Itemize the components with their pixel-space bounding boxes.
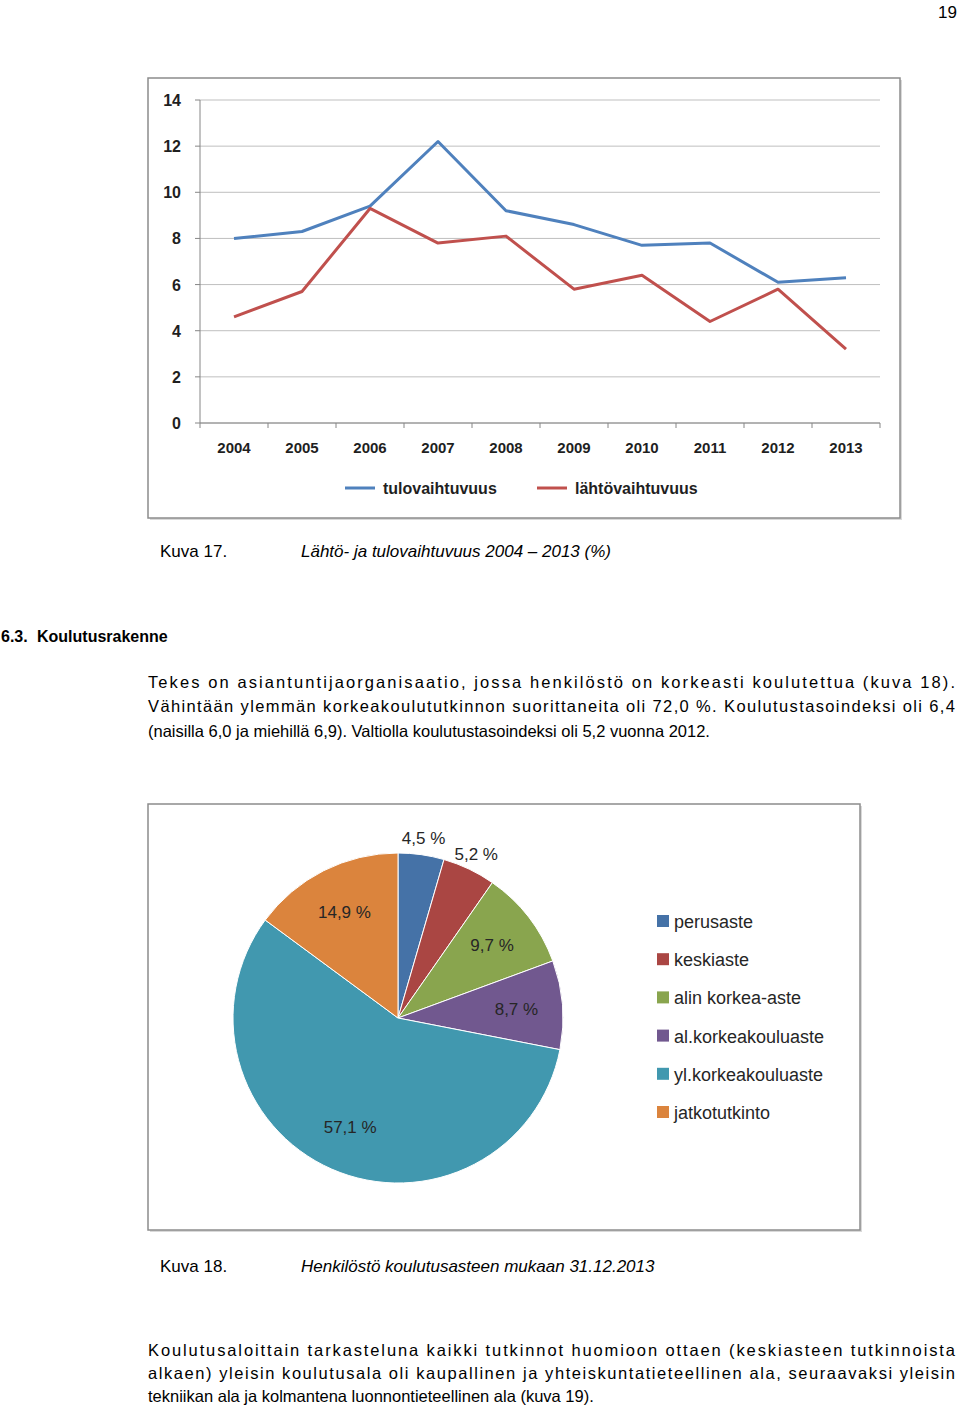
legend-swatch xyxy=(657,915,669,927)
caption-text: Lähtö- ja tulovaihtuvuus 2004 – 2013 (%) xyxy=(301,542,611,561)
legend-swatch xyxy=(657,1068,669,1080)
x-tick xyxy=(880,423,881,428)
y-tick xyxy=(195,376,200,377)
x-tick xyxy=(540,423,541,428)
caption-text: Henkilöstö koulutusasteen mukaan 31.12.2… xyxy=(301,1257,655,1276)
y-tick-label: 10 xyxy=(163,184,181,201)
background xyxy=(0,0,960,1408)
x-tick-label: 2011 xyxy=(694,439,727,456)
x-tick-label: 2012 xyxy=(761,439,794,456)
y-tick xyxy=(195,146,200,147)
legend-swatch xyxy=(657,1030,669,1042)
series-group xyxy=(234,142,846,350)
y-tick-label: 14 xyxy=(163,92,181,109)
x-tick xyxy=(812,423,813,428)
x-tick-label: 2007 xyxy=(421,439,454,456)
data-label: 14,9 % xyxy=(318,903,371,922)
legend-label: al.korkeakouluaste xyxy=(674,1027,824,1047)
grid-line xyxy=(200,146,880,147)
y-tick xyxy=(195,423,200,424)
y-tick-label: 12 xyxy=(163,138,181,155)
y-tick xyxy=(195,330,200,331)
paragraph-line: Tekes on asiantuntijaorganisaatio, jossa… xyxy=(148,673,955,691)
x-tick xyxy=(404,423,405,428)
y-axis xyxy=(200,100,201,423)
caption-label: Kuva 18. xyxy=(160,1257,227,1276)
legend-swatch xyxy=(657,953,669,965)
data-label: 57,1 % xyxy=(324,1118,377,1137)
grid-line xyxy=(200,284,880,285)
grid-line xyxy=(200,330,880,331)
heading-title: Koulutusrakenne xyxy=(37,628,168,645)
y-tick-label: 0 xyxy=(172,415,181,432)
chart-frame xyxy=(148,78,900,518)
y-tick xyxy=(195,284,200,285)
paragraph-line: Koulutusaloittain tarkasteluna kaikki tu… xyxy=(148,1341,956,1359)
y-tick xyxy=(195,192,200,193)
grid-line xyxy=(200,376,880,377)
y-tick-label: 2 xyxy=(172,369,181,386)
grid-line xyxy=(200,192,880,193)
x-tick xyxy=(676,423,677,428)
x-tick xyxy=(268,423,269,428)
pie-slice xyxy=(265,853,398,1018)
x-tick-label: 2006 xyxy=(353,439,386,456)
paragraph-line: Vähintään ylemmän korkeakoulututkinnon s… xyxy=(148,697,955,715)
pie-chart: 4,5 % 5,2 % 9,7 % 8,7 % 57,1 % 14,9 % perusast… xyxy=(233,829,824,1183)
line-chart: 0 2 4 6 8 10 12 14 2004 2005 2006 2007 2008 2009 2010 2… xyxy=(163,92,880,497)
data-label: 8,7 % xyxy=(495,1000,538,1019)
legend-label: yl.korkeakouluaste xyxy=(674,1065,823,1085)
legend-swatch xyxy=(345,487,375,490)
y-tick-label: 8 xyxy=(172,230,181,247)
slices xyxy=(233,853,563,1183)
chart-frame xyxy=(148,804,860,1230)
y-tick-label: 6 xyxy=(172,277,181,294)
paragraph-line: tekniikan ala ja kolmantena luonnontiete… xyxy=(148,1387,594,1405)
y-tick xyxy=(195,100,200,101)
x-tick-label: 2008 xyxy=(489,439,522,456)
legend-label: alin korkea-aste xyxy=(674,988,801,1008)
x-tick-label: 2009 xyxy=(557,439,590,456)
x-tick-label: 2010 xyxy=(625,439,658,456)
x-tick xyxy=(744,423,745,428)
legend-label: keskiaste xyxy=(674,950,749,970)
page-number: 19 xyxy=(938,3,957,22)
data-label: 5,2 % xyxy=(454,845,497,864)
x-tick-label: 2005 xyxy=(285,439,318,456)
x-tick xyxy=(200,423,201,428)
legend-label: perusaste xyxy=(674,912,753,932)
grid-line xyxy=(200,238,880,239)
legend-label: jatkotutkinto xyxy=(673,1103,770,1123)
legend-label: lähtövaihtuvuus xyxy=(575,480,698,497)
heading-number: 6.3. xyxy=(1,628,28,645)
x-tick xyxy=(472,423,473,428)
grid-line xyxy=(200,100,880,101)
legend-swatch xyxy=(657,1106,669,1118)
legend-label: tulovaihtuvuus xyxy=(383,480,497,497)
y-tick-label: 4 xyxy=(172,323,181,340)
paragraph-line: (naisilla 6,0 ja miehillä 6,9). Valtioll… xyxy=(148,722,710,740)
data-label: 4,5 % xyxy=(402,829,445,848)
slice-labels: 4,5 % 5,2 % 9,7 % 8,7 % 57,1 % 14,9 % xyxy=(318,829,538,1136)
data-label: 9,7 % xyxy=(470,936,513,955)
series-line xyxy=(234,208,846,349)
caption-label: Kuva 17. xyxy=(160,542,227,561)
x-tick-label: 2013 xyxy=(829,439,862,456)
paragraph-line: alkaen) yleisin koulutusala oli kaupalli… xyxy=(148,1364,955,1382)
legend-swatch xyxy=(537,487,567,490)
y-tick xyxy=(195,238,200,239)
x-tick xyxy=(608,423,609,428)
x-tick-label: 2004 xyxy=(217,439,251,456)
legend-swatch xyxy=(657,991,669,1003)
page: 19 0 2 4 6 8 10 12 14 2004 2005 2006 2007 2008 2009 201… xyxy=(0,0,960,1408)
x-tick xyxy=(336,423,337,428)
